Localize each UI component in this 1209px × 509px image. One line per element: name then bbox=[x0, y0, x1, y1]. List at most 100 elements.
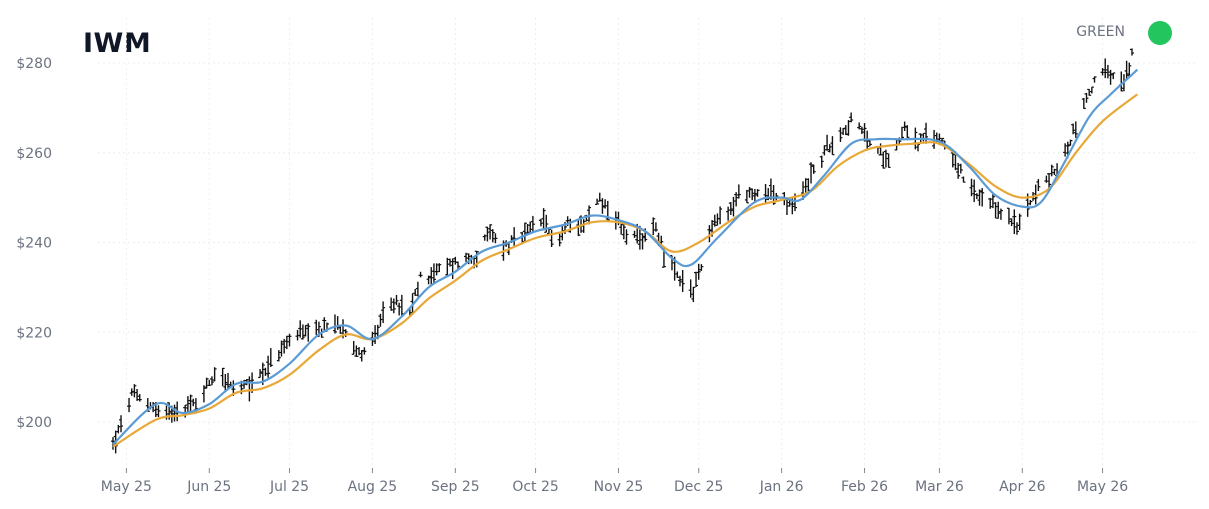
ohlc-bar bbox=[819, 155, 824, 168]
ohlc-bar bbox=[351, 340, 356, 355]
ohlc-bar bbox=[621, 223, 626, 240]
ohlc-bar bbox=[397, 302, 402, 316]
ohlc-bar bbox=[482, 234, 487, 241]
ohlc-bar bbox=[675, 271, 680, 278]
ohlc-bar bbox=[338, 326, 343, 334]
ohlc-bar bbox=[413, 288, 418, 296]
ohlc-bar bbox=[204, 377, 209, 389]
ohlc-bar bbox=[632, 230, 637, 238]
ohlc-bar bbox=[1006, 207, 1011, 225]
ohlc-bar bbox=[849, 112, 854, 123]
y-tick-label: $240 bbox=[16, 236, 52, 252]
ohlc-bar bbox=[993, 202, 998, 219]
ohlc-bar bbox=[464, 252, 469, 262]
x-tick-label: Aug 25 bbox=[348, 479, 398, 495]
ohlc-bar bbox=[688, 279, 693, 298]
ohlc-bar bbox=[747, 186, 752, 198]
ohlc-bar bbox=[886, 153, 891, 168]
ohlc-bar bbox=[680, 270, 685, 292]
ohlc-bar bbox=[220, 367, 225, 387]
ohlc-bar bbox=[715, 213, 720, 226]
x-tick-label: Mar 26 bbox=[915, 479, 964, 495]
ohlc-bar bbox=[1100, 67, 1105, 76]
ohlc-bar bbox=[744, 189, 749, 204]
ohlc-bar bbox=[137, 393, 142, 402]
ohlc-bar bbox=[899, 126, 904, 141]
ohlc-bar bbox=[977, 189, 982, 206]
ohlc-bar bbox=[653, 222, 658, 232]
ohlc-bar bbox=[201, 385, 206, 403]
ohlc-bar bbox=[266, 355, 271, 378]
y-tick-label: $280 bbox=[16, 56, 52, 72]
ohlc-bar bbox=[284, 335, 289, 350]
ohlc-bar bbox=[640, 233, 645, 250]
ohlc-bar bbox=[619, 223, 624, 235]
ohlc-bar bbox=[859, 126, 864, 135]
ohlc-bar bbox=[1081, 97, 1086, 110]
ohlc-bar bbox=[950, 152, 955, 168]
ohlc-bar bbox=[806, 178, 811, 192]
ohlc-bar bbox=[956, 162, 961, 179]
ohlc-bar bbox=[314, 319, 319, 336]
ohlc-bar bbox=[488, 224, 493, 240]
ohlc-bar bbox=[843, 125, 848, 136]
ohlc-bars bbox=[111, 48, 1134, 454]
ohlc-bar bbox=[1127, 62, 1132, 78]
ohlc-bar bbox=[980, 188, 985, 207]
ohlc-bar bbox=[116, 424, 121, 434]
ohlc-bar bbox=[996, 201, 1001, 219]
ohlc-bar bbox=[1049, 164, 1054, 177]
ohlc-bar bbox=[1036, 179, 1041, 191]
ohlc-bar bbox=[207, 379, 212, 387]
ohlc-bar bbox=[223, 373, 228, 393]
ohlc-bar bbox=[763, 184, 768, 204]
ohlc-bar bbox=[691, 286, 696, 303]
y-tick-label: $200 bbox=[16, 415, 52, 431]
ohlc-bar bbox=[378, 313, 383, 327]
ohlc-bar bbox=[576, 219, 581, 237]
ohlc-bar bbox=[485, 226, 490, 242]
ohlc-bar bbox=[276, 350, 281, 362]
ohlc-bar bbox=[1028, 199, 1033, 206]
ohlc-bar bbox=[803, 178, 808, 193]
ohlc-bar bbox=[226, 372, 231, 389]
ohlc-bar bbox=[287, 333, 292, 347]
ohlc-bar bbox=[445, 257, 450, 277]
ohlc-bar bbox=[1103, 58, 1108, 79]
ohlc-bar bbox=[362, 347, 367, 355]
ohlc-bar bbox=[838, 127, 843, 142]
ohlc-bar bbox=[1033, 184, 1038, 205]
ohlc-bar bbox=[1092, 76, 1097, 83]
ohlc-bar bbox=[415, 281, 420, 297]
ohlc-bar bbox=[391, 298, 396, 314]
ohlc-bar bbox=[528, 221, 533, 233]
ohlc-bar bbox=[1068, 139, 1073, 146]
ohlc-bar bbox=[1124, 60, 1129, 80]
ohlc-bar bbox=[846, 120, 851, 136]
moving-average-lines bbox=[112, 68, 1139, 448]
ohlc-bar bbox=[530, 215, 535, 232]
ohlc-bar bbox=[902, 121, 907, 131]
ohlc-bar bbox=[958, 163, 963, 174]
ohlc-bar bbox=[1089, 86, 1094, 94]
ohlc-bar bbox=[549, 229, 554, 248]
ohlc-bar bbox=[972, 179, 977, 203]
ohlc-bar bbox=[298, 320, 303, 338]
ohlc-bar bbox=[905, 125, 910, 138]
slow-moving-average-line bbox=[112, 93, 1138, 448]
ohlc-bar bbox=[209, 376, 214, 386]
ohlc-bar bbox=[453, 256, 458, 265]
x-tick-label: Dec 25 bbox=[674, 479, 723, 495]
ohlc-bar bbox=[450, 258, 455, 279]
x-tick-label: Jan 26 bbox=[759, 479, 804, 495]
x-tick-label: Oct 25 bbox=[512, 479, 558, 495]
ohlc-bar bbox=[279, 340, 284, 357]
ohlc-bar bbox=[969, 178, 974, 197]
ohlc-bar bbox=[731, 196, 736, 217]
ohlc-bar bbox=[431, 263, 436, 283]
ohlc-bar bbox=[557, 232, 562, 247]
ohlc-bar bbox=[268, 348, 273, 367]
ohlc-bar bbox=[263, 367, 268, 376]
x-tick-label: Jun 25 bbox=[186, 479, 231, 495]
